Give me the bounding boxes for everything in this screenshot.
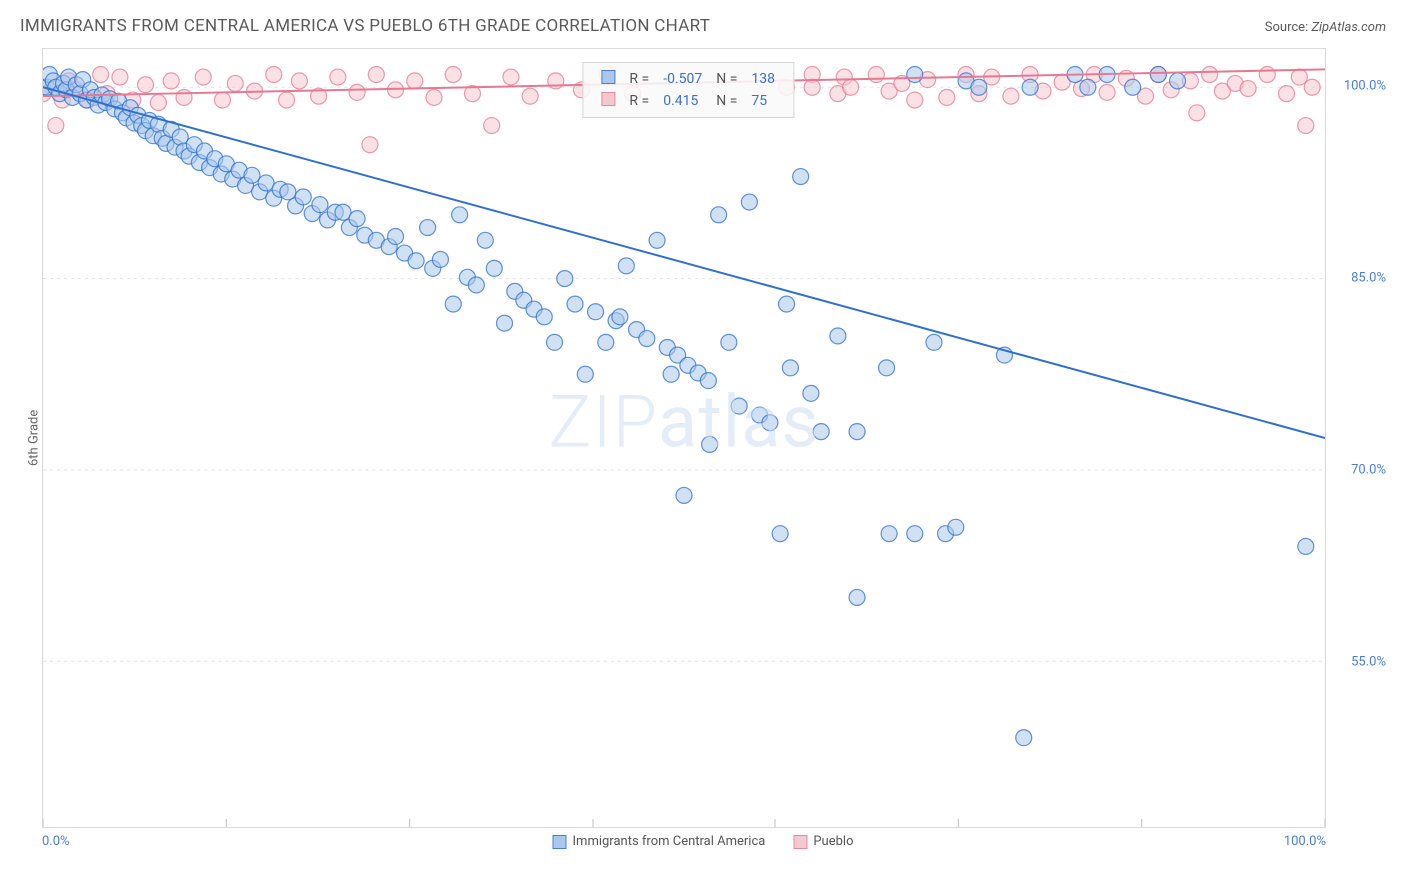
header-row: IMMIGRANTS FROM CENTRAL AMERICA VS PUEBL…: [20, 16, 1386, 36]
stats-row-pink: R = 0.415 N = 75: [595, 91, 781, 111]
y-tick-label: 55.0%: [1330, 654, 1386, 669]
stats-box: R = -0.507 N = 138 R = 0.415 N = 75: [582, 62, 794, 118]
swatch-blue: [601, 70, 615, 84]
stats-row-blue: R = -0.507 N = 138: [595, 69, 781, 89]
n-label: N =: [710, 91, 743, 111]
x-min-label: 0.0%: [42, 834, 70, 849]
n-value-pink: 75: [745, 91, 781, 111]
source-value: ZipAtlas.com: [1311, 20, 1386, 35]
legend-label-blue: Immigrants from Central America: [573, 834, 766, 849]
r-label: R =: [623, 91, 655, 111]
y-axis-label: 6th Grade: [20, 48, 42, 828]
n-label: N =: [710, 69, 743, 89]
legend-item-blue: Immigrants from Central America: [553, 834, 766, 849]
y-tick-label: 100.0%: [1330, 79, 1386, 94]
y-tick-labels: 100.0% 85.0% 70.0% 55.0%: [1330, 48, 1386, 828]
r-label: R =: [623, 69, 655, 89]
legend-swatch-blue: [553, 835, 567, 849]
source-attribution: Source: ZipAtlas.com: [1265, 20, 1386, 35]
x-max-label: 100.0%: [1284, 834, 1326, 849]
legend-label-pink: Pueblo: [813, 834, 853, 849]
chart-title: IMMIGRANTS FROM CENTRAL AMERICA VS PUEBL…: [20, 16, 710, 36]
trend-lines: [43, 69, 1325, 438]
plot-area: ZIPatlas R = -0.507 N = 138 R = 0.415 N …: [42, 48, 1326, 828]
legend: Immigrants from Central America Pueblo: [553, 834, 854, 849]
legend-item-pink: Pueblo: [793, 834, 853, 849]
swatch-pink: [601, 92, 615, 106]
x-axis-ticks: [43, 819, 1325, 827]
r-value-blue: -0.507: [657, 69, 708, 89]
r-value-pink: 0.415: [657, 91, 708, 111]
n-value-blue: 138: [745, 69, 781, 89]
chart-row: 6th Grade ZIPatlas R = -0.507 N = 138: [20, 48, 1386, 828]
scatter-plot-svg: [42, 48, 1326, 828]
blue-series-points: [42, 67, 1314, 746]
source-label: Source:: [1265, 20, 1308, 35]
legend-swatch-pink: [793, 835, 807, 849]
footer-row: 0.0% Immigrants from Central America Pue…: [20, 834, 1386, 849]
y-tick-label: 70.0%: [1330, 462, 1386, 477]
y-tick-label: 85.0%: [1330, 271, 1386, 286]
